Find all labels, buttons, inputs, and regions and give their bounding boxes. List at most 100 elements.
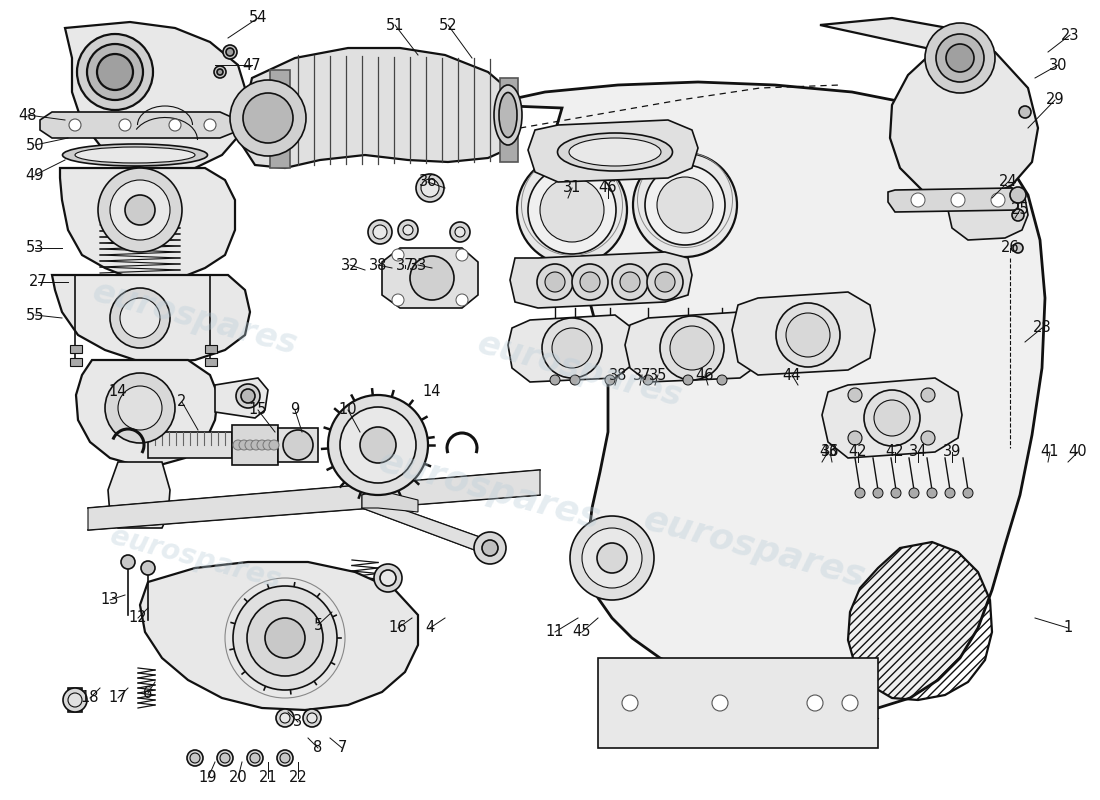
Circle shape bbox=[77, 34, 153, 110]
Text: 8: 8 bbox=[314, 741, 322, 755]
Text: eurospares: eurospares bbox=[107, 522, 284, 594]
Circle shape bbox=[104, 373, 175, 443]
Text: 55: 55 bbox=[25, 307, 44, 322]
Circle shape bbox=[119, 119, 131, 131]
Circle shape bbox=[226, 48, 234, 56]
Circle shape bbox=[233, 440, 243, 450]
Polygon shape bbox=[214, 378, 268, 418]
Text: 12: 12 bbox=[129, 610, 147, 626]
Text: 22: 22 bbox=[288, 770, 307, 786]
Polygon shape bbox=[528, 120, 698, 182]
Text: 31: 31 bbox=[563, 181, 581, 195]
Circle shape bbox=[392, 249, 404, 261]
Circle shape bbox=[542, 318, 602, 378]
Circle shape bbox=[848, 388, 862, 402]
Text: 6: 6 bbox=[143, 686, 153, 701]
Circle shape bbox=[68, 693, 82, 707]
Text: 45: 45 bbox=[573, 625, 592, 639]
Circle shape bbox=[97, 54, 133, 90]
Circle shape bbox=[911, 193, 925, 207]
Polygon shape bbox=[140, 562, 418, 710]
Polygon shape bbox=[382, 248, 478, 308]
Bar bbox=[205, 358, 217, 366]
Text: 39: 39 bbox=[943, 445, 961, 459]
Circle shape bbox=[410, 256, 454, 300]
Circle shape bbox=[450, 222, 470, 242]
Circle shape bbox=[621, 695, 638, 711]
Circle shape bbox=[63, 688, 87, 712]
Circle shape bbox=[580, 272, 600, 292]
Text: 49: 49 bbox=[25, 167, 44, 182]
Text: 29: 29 bbox=[1046, 93, 1065, 107]
Circle shape bbox=[392, 294, 404, 306]
Circle shape bbox=[921, 431, 935, 445]
Circle shape bbox=[570, 375, 580, 385]
Circle shape bbox=[340, 407, 416, 483]
Circle shape bbox=[1012, 209, 1024, 221]
Circle shape bbox=[69, 119, 81, 131]
Text: 24: 24 bbox=[999, 174, 1018, 190]
Circle shape bbox=[620, 272, 640, 292]
Circle shape bbox=[517, 155, 627, 265]
Circle shape bbox=[169, 119, 182, 131]
Text: 46: 46 bbox=[598, 181, 617, 195]
Circle shape bbox=[807, 695, 823, 711]
Circle shape bbox=[848, 431, 862, 445]
Ellipse shape bbox=[569, 138, 661, 166]
Circle shape bbox=[250, 753, 260, 763]
Circle shape bbox=[544, 272, 565, 292]
Circle shape bbox=[270, 440, 279, 450]
Text: 26: 26 bbox=[1001, 241, 1020, 255]
Circle shape bbox=[657, 177, 713, 233]
Circle shape bbox=[654, 272, 675, 292]
Polygon shape bbox=[65, 22, 248, 172]
Text: 37: 37 bbox=[632, 367, 651, 382]
Text: 50: 50 bbox=[25, 138, 44, 153]
Circle shape bbox=[374, 564, 401, 592]
Circle shape bbox=[110, 288, 170, 348]
Text: 11: 11 bbox=[546, 625, 564, 639]
Text: 14: 14 bbox=[422, 385, 441, 399]
Circle shape bbox=[360, 427, 396, 463]
Circle shape bbox=[873, 488, 883, 498]
Text: 36: 36 bbox=[419, 174, 437, 190]
Polygon shape bbox=[508, 315, 635, 382]
Text: 48: 48 bbox=[19, 107, 37, 122]
Bar bbox=[70, 358, 82, 366]
Bar bbox=[500, 78, 518, 162]
Text: 4: 4 bbox=[426, 621, 434, 635]
Text: 54: 54 bbox=[249, 10, 267, 26]
Circle shape bbox=[248, 750, 263, 766]
Polygon shape bbox=[40, 112, 240, 138]
Text: 21: 21 bbox=[258, 770, 277, 786]
Circle shape bbox=[891, 488, 901, 498]
Circle shape bbox=[1010, 187, 1026, 203]
Polygon shape bbox=[362, 490, 418, 512]
Polygon shape bbox=[485, 82, 1045, 712]
Circle shape bbox=[263, 440, 273, 450]
Text: 44: 44 bbox=[783, 367, 801, 382]
Circle shape bbox=[456, 249, 468, 261]
Text: 36: 36 bbox=[821, 445, 839, 459]
Circle shape bbox=[204, 119, 216, 131]
Text: 38: 38 bbox=[368, 258, 387, 273]
Circle shape bbox=[1013, 243, 1023, 253]
Text: 47: 47 bbox=[243, 58, 262, 73]
Text: eurospares: eurospares bbox=[474, 326, 686, 414]
Circle shape bbox=[786, 313, 830, 357]
Circle shape bbox=[239, 440, 249, 450]
Polygon shape bbox=[76, 360, 218, 465]
Circle shape bbox=[597, 543, 627, 573]
Polygon shape bbox=[278, 428, 318, 462]
Text: 52: 52 bbox=[439, 18, 458, 33]
Circle shape bbox=[683, 375, 693, 385]
Polygon shape bbox=[232, 425, 278, 465]
Bar bbox=[70, 345, 82, 353]
Circle shape bbox=[1019, 106, 1031, 118]
Circle shape bbox=[612, 264, 648, 300]
Circle shape bbox=[712, 695, 728, 711]
Circle shape bbox=[328, 395, 428, 495]
Circle shape bbox=[670, 326, 714, 370]
Circle shape bbox=[241, 389, 255, 403]
Text: 43: 43 bbox=[818, 445, 837, 459]
